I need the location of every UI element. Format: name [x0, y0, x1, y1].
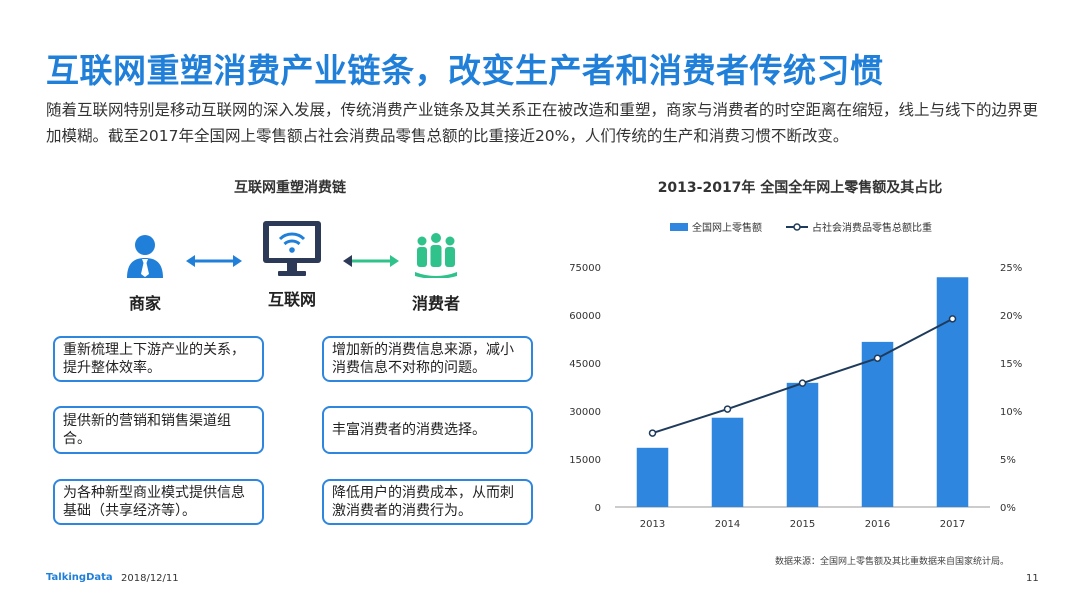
y-left-tick-label: 0 [595, 503, 601, 514]
y-right-tick-label: 20% [1000, 311, 1022, 322]
bar-2015 [786, 382, 819, 507]
y-right-tick-label: 25% [1000, 263, 1022, 274]
legend-line-marker [793, 223, 801, 231]
y-right-tick-label: 5% [1000, 455, 1016, 466]
y-left-tick-label: 60000 [569, 311, 601, 322]
share-point-2013 [648, 429, 657, 437]
merchant-actor: 商家 [95, 232, 195, 314]
y-left-tick-label: 30000 [569, 407, 601, 418]
y-left-tick-label: 45000 [569, 359, 601, 370]
consumer-actor: 消费者 [386, 232, 486, 314]
bar-2017 [936, 277, 969, 507]
y-right-tick-label: 10% [1000, 407, 1022, 418]
diagram-title: 互联网重塑消费链 [234, 180, 346, 196]
merchant-label: 商家 [128, 294, 161, 313]
chart-title: 2013-2017年 全国全年网上零售额及其占比 [657, 180, 943, 196]
x-tick-label: 2013 [640, 519, 665, 530]
intro-paragraph: 随着互联网特别是移动互联网的深入发展，传统消费产业链条及其关系正在被改造和重塑，… [46, 101, 1039, 145]
internet-consumer-arrow-icon [343, 255, 399, 267]
page-number: 11 [1026, 573, 1039, 584]
legend-bar-label: 全国网上零售额 [692, 221, 762, 234]
share-point-2016 [873, 354, 882, 362]
data-source-note: 数据来源：全国网上零售额及其比重数据来自国家统计局。 [775, 557, 1010, 567]
consumer-label: 消费者 [411, 294, 460, 313]
merchant-point-2: 提供新的营销和销售渠道组合。 [53, 406, 264, 454]
merchant-icon [127, 235, 163, 278]
retail-sales-chart: 0 15000 30000 45000 60000 75000 0% 5% 10% 15% 20% 2… [569, 221, 1022, 530]
bar-2016 [861, 341, 894, 507]
monitor-wifi-icon [263, 221, 321, 276]
merchant-internet-arrow-icon [186, 255, 242, 267]
y-right-tick-label: 15% [1000, 359, 1022, 370]
share-point-2017 [948, 315, 957, 323]
x-tick-label: 2015 [790, 519, 815, 530]
x-tick-label: 2017 [940, 519, 965, 530]
bar-2014 [711, 417, 744, 507]
share-point-2015 [798, 379, 807, 387]
merchant-point-1: 重新梳理上下游产业的关系，提升整体效率。 [53, 336, 264, 382]
bar-2013 [636, 447, 669, 507]
y-left-tick-label: 75000 [569, 263, 601, 274]
consumer-point-1: 增加新的消费信息来源，减小消费信息不对称的问题。 [322, 336, 533, 382]
internet-actor: 互联网 [242, 220, 342, 310]
x-tick-label: 2016 [865, 519, 890, 530]
consumer-point-3: 降低用户的消费成本，从而刺激消费者的消费行为。 [322, 479, 533, 525]
consumer-point-2: 丰富消费者的消费选择。 [322, 406, 533, 454]
legend-line-label: 占社会消费品零售总额比重 [812, 221, 932, 234]
consumers-group-icon [415, 233, 457, 279]
footer-date: 2018/12/11 [121, 573, 179, 584]
internet-label: 互联网 [267, 290, 316, 309]
y-right-tick-label: 0% [1000, 503, 1016, 514]
x-tick-label: 2014 [715, 519, 740, 530]
share-point-2014 [723, 405, 732, 413]
talkingdata-logo: TalkingData [46, 572, 113, 583]
page-title: 互联网重塑消费产业链条，改变生产者和消费者传统习惯 [46, 51, 884, 90]
merchant-point-3: 为各种新型商业模式提供信息基础（共享经济等）。 [53, 479, 264, 525]
y-left-tick-label: 15000 [569, 455, 601, 466]
legend-bar-swatch [670, 223, 688, 231]
